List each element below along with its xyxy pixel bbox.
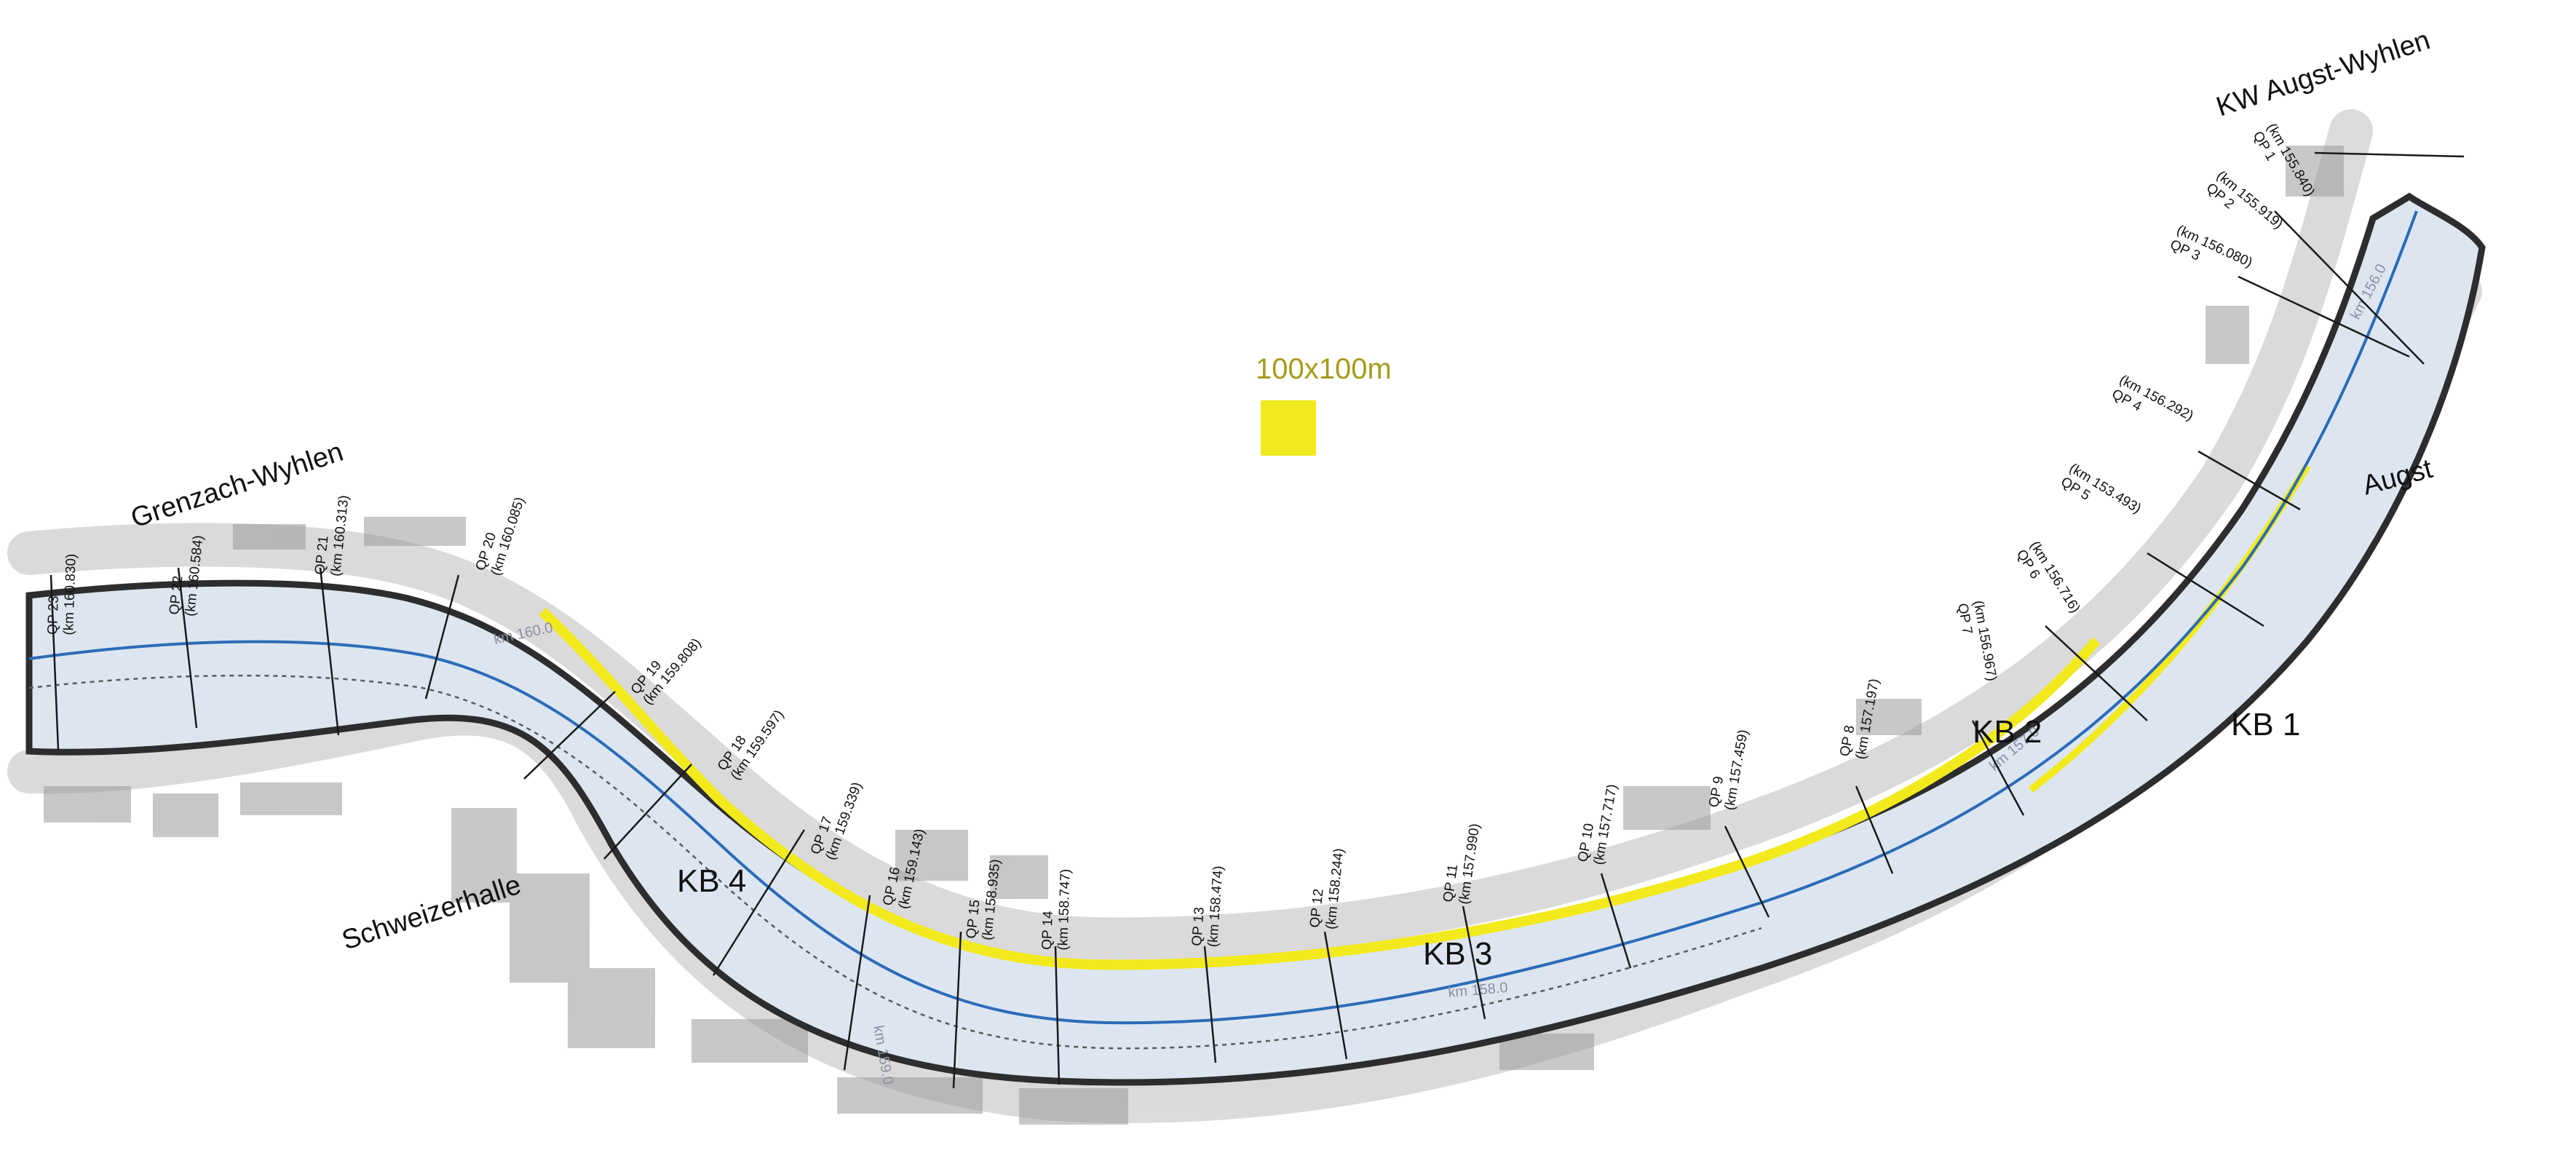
qp-label-14: QP 14 (km 158.747) [1039, 868, 1074, 951]
qp-name: QP 13 [1189, 906, 1208, 946]
section-labels: KB 1 KB 2 KB 3 KB 4 [677, 707, 2300, 972]
scale-square [1261, 400, 1316, 456]
qp-km: (km 158.747) [1055, 868, 1074, 951]
qp-label-13: QP 13 (km 158.474) [1189, 865, 1226, 948]
qp-name: QP 23 [45, 595, 62, 635]
qp-label-7: QP 7 (km 156.967) [1954, 599, 2000, 682]
section-kb3: KB 3 [1423, 936, 1492, 972]
place-grenzach: Grenzach-Wyhlen [127, 437, 347, 534]
qp-km: (km 156.967) [1970, 599, 2000, 682]
qp-label-9: QP 9 (km 157.459) [1706, 729, 1751, 812]
qp-label-3: QP 3 (km 156.080) [2168, 223, 2255, 271]
qp-km: (km 157.459) [1722, 729, 1751, 812]
cross-sections [49, 151, 2465, 1089]
qp-label-5: QP 5 (km 153.493) [2058, 461, 2144, 517]
highlighted-bank-left [539, 607, 2101, 970]
place-schweizerhalle: Schweizerhalle [338, 870, 525, 956]
scale-label: 100x100m [1256, 353, 1392, 385]
buildings-layer [44, 146, 2344, 1125]
place-kw: KW Augst-Wyhlen [2213, 25, 2434, 122]
secondary-line [28, 674, 1762, 1050]
qp-label-2: QP 2 (km 155.919) [2203, 168, 2286, 232]
qp-label-4: QP 4 (km 156.292) [2109, 372, 2196, 424]
section-kb4: KB 4 [677, 863, 746, 899]
qp-label-20: QP 20 (km 160.085) [473, 495, 528, 577]
section-kb1: KB 1 [2231, 707, 2300, 742]
qp-label-6: QP 6 (km 156.716) [2013, 539, 2083, 616]
qp-name: QP 14 [1039, 911, 1056, 951]
qp-km: (km 160.830) [61, 553, 79, 635]
scale-legend: 100x100m [1256, 353, 1392, 456]
section-kb2: KB 2 [1973, 714, 2042, 750]
qp-label-23: QP 23 (km 160.830) [45, 553, 79, 635]
